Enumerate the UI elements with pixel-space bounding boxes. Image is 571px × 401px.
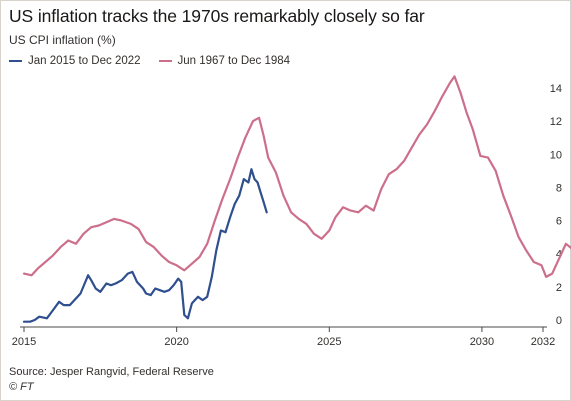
copyright-note: © FT bbox=[9, 381, 34, 393]
x-tick-label-2032: 2032 bbox=[531, 336, 555, 348]
chart-title: US inflation tracks the 1970s remarkably… bbox=[9, 6, 425, 26]
series-line-2015-2022 bbox=[22, 168, 268, 323]
legend-label-1967-1984: Jun 1967 to Dec 1984 bbox=[177, 55, 291, 67]
x-tick-label-2020: 2020 bbox=[164, 336, 188, 348]
y-tick-label-10: 10 bbox=[550, 149, 562, 161]
x-tick-label-2015: 2015 bbox=[12, 336, 36, 348]
legend-swatch-1967-1984 bbox=[158, 59, 172, 63]
y-tick-label-0: 0 bbox=[556, 315, 562, 327]
y-tick-label-14: 14 bbox=[550, 83, 562, 95]
x-tick-label-2025: 2025 bbox=[317, 336, 341, 348]
legend-item-2015-2022: Jan 2015 to Dec 2022 bbox=[9, 55, 141, 67]
x-tick-label-2030: 2030 bbox=[470, 336, 494, 348]
y-tick-label-2: 2 bbox=[556, 282, 562, 294]
series-line-1967-1984 bbox=[22, 75, 571, 278]
y-tick-label-12: 12 bbox=[550, 116, 562, 128]
y-tick-label-8: 8 bbox=[556, 182, 562, 194]
legend-swatch-2015-2022 bbox=[9, 59, 22, 63]
legend-label-2015-2022: Jan 2015 to Dec 2022 bbox=[28, 55, 141, 67]
legend-item-1967-1984: Jun 1967 to Dec 1984 bbox=[158, 55, 291, 67]
y-tick-label-6: 6 bbox=[556, 216, 562, 228]
chart-legend: Jan 2015 to Dec 2022 Jun 1967 to Dec 198… bbox=[9, 55, 308, 67]
y-tick-label-4: 4 bbox=[556, 249, 562, 261]
chart-subtitle: US CPI inflation (%) bbox=[9, 33, 116, 47]
source-note: Source: Jesper Rangvid, Federal Reserve bbox=[9, 366, 214, 378]
